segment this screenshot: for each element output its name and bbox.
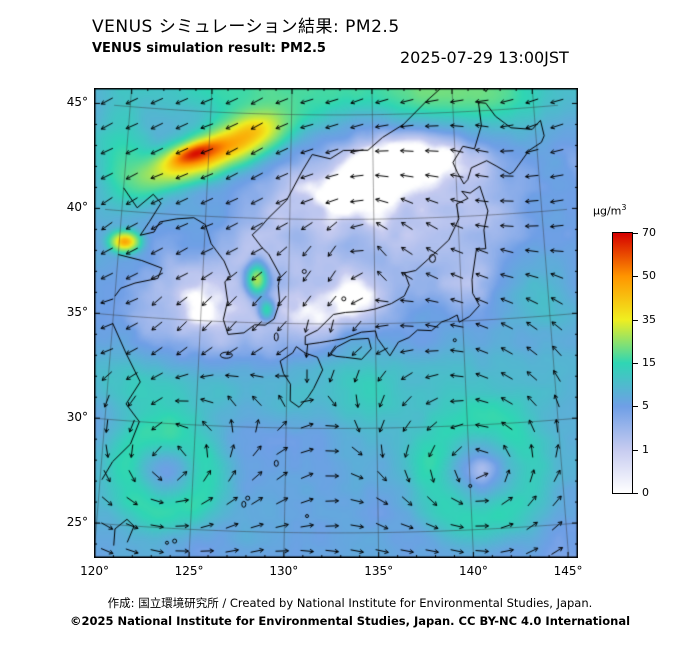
- colorbar-tick-label: 15: [642, 356, 656, 369]
- colorbar-tick-label: 5: [642, 399, 649, 413]
- lon-tick-label: 140°: [458, 564, 488, 578]
- colorbar-tick-mark: [633, 449, 638, 451]
- pm25-map-canvas: [94, 88, 578, 558]
- colorbar-tick-mark: [633, 276, 638, 278]
- lat-tick-label: 40°: [66, 200, 88, 215]
- colorbar-tick-label: 50: [642, 269, 656, 283]
- colorbar-tick-label: 70: [642, 226, 656, 239]
- colorbar-tick-label: 35: [642, 312, 656, 326]
- page-title-japanese: VENUS シミュレーション結果: PM2.5: [92, 17, 400, 37]
- lat-tick-label: 30°: [66, 410, 88, 425]
- unit-exponent: 3: [621, 203, 627, 212]
- credit-line: 作成: 国立環境研究所 / Created by National Instit…: [107, 596, 593, 610]
- lat-tick-label: 45°: [66, 95, 88, 110]
- colorbar-tick-mark: [633, 363, 638, 364]
- colorbar-tick-mark: [633, 493, 638, 494]
- license-line: ©2025 National Institute for Environment…: [69, 614, 631, 628]
- lat-tick-label: 25°: [66, 515, 88, 530]
- latitude-axis: 45° 40° 35° 30° 25°: [54, 88, 90, 558]
- colorbar-tick-label: 1: [642, 442, 649, 456]
- lon-tick-label: 135°: [364, 564, 394, 578]
- lon-tick-label: 145°: [553, 564, 583, 578]
- lon-tick-label: 125°: [174, 564, 204, 578]
- lon-tick-label: 130°: [269, 564, 299, 578]
- colorbar-ticks: 70 50 35 15 5 1 0: [612, 226, 682, 499]
- unit-text: μg/m: [593, 204, 622, 218]
- colorbar-tick-mark: [633, 319, 638, 321]
- colorbar-tick-mark: [633, 233, 638, 234]
- colorbar-unit-label: μg/m3: [593, 203, 627, 218]
- lat-tick-label: 35°: [66, 305, 88, 320]
- timestamp: 2025-07-29 13:00JST: [400, 48, 569, 67]
- colorbar-tick-label: 0: [642, 486, 649, 499]
- longitude-axis: 120° 125° 130° 135° 140° 145°: [80, 562, 582, 582]
- page-title-english: VENUS simulation result: PM2.5: [92, 41, 326, 56]
- lon-tick-label: 120°: [80, 564, 109, 578]
- colorbar: [612, 232, 633, 494]
- colorbar-tick-mark: [633, 406, 638, 408]
- map-area: [94, 88, 578, 558]
